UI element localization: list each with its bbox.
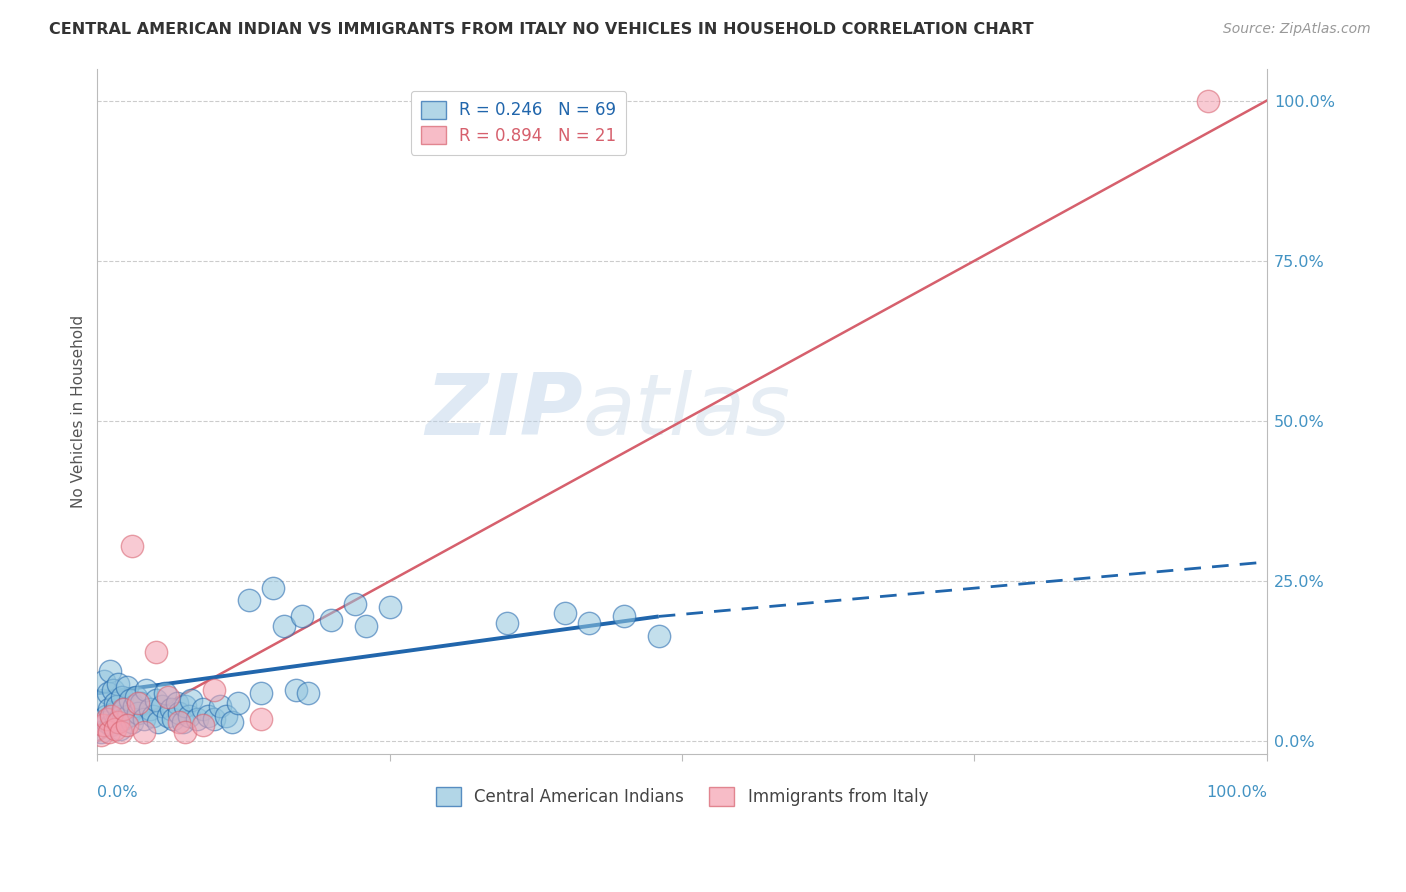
Point <box>378 599 401 614</box>
Point <box>160 702 183 716</box>
Point <box>1197 94 1219 108</box>
Point <box>262 581 284 595</box>
Point <box>111 690 134 704</box>
Point <box>125 690 148 704</box>
Point <box>97 686 120 700</box>
Point <box>180 692 202 706</box>
Point <box>107 715 129 730</box>
Point <box>104 722 127 736</box>
Point <box>145 692 167 706</box>
Point <box>215 708 238 723</box>
Point <box>153 686 176 700</box>
Point <box>321 613 343 627</box>
Point <box>110 724 132 739</box>
Y-axis label: No Vehicles in Household: No Vehicles in Household <box>72 315 86 508</box>
Point <box>297 686 319 700</box>
Point <box>134 724 156 739</box>
Text: ZIP: ZIP <box>425 370 582 453</box>
Point <box>167 715 190 730</box>
Point <box>121 539 143 553</box>
Point <box>135 683 157 698</box>
Point <box>96 715 118 730</box>
Point <box>174 724 197 739</box>
Point <box>105 715 128 730</box>
Point <box>112 702 135 716</box>
Point <box>356 619 378 633</box>
Point <box>167 706 190 720</box>
Point <box>156 708 179 723</box>
Point <box>98 664 121 678</box>
Point <box>96 712 118 726</box>
Point <box>93 673 115 688</box>
Point <box>134 712 156 726</box>
Point <box>343 597 366 611</box>
Point <box>578 615 600 630</box>
Point <box>90 728 112 742</box>
Text: Source: ZipAtlas.com: Source: ZipAtlas.com <box>1223 22 1371 37</box>
Point <box>226 696 249 710</box>
Point <box>120 692 142 706</box>
Point <box>105 699 128 714</box>
Point <box>94 708 117 723</box>
Legend: Central American Indians, Immigrants from Italy: Central American Indians, Immigrants fro… <box>427 779 936 814</box>
Point <box>238 593 260 607</box>
Point <box>202 712 225 726</box>
Point <box>129 696 152 710</box>
Point <box>100 708 122 723</box>
Point <box>112 712 135 726</box>
Text: CENTRAL AMERICAN INDIAN VS IMMIGRANTS FROM ITALY NO VEHICLES IN HOUSEHOLD CORREL: CENTRAL AMERICAN INDIAN VS IMMIGRANTS FR… <box>49 22 1033 37</box>
Point <box>108 722 131 736</box>
Point <box>110 708 132 723</box>
Point <box>142 708 165 723</box>
Text: 100.0%: 100.0% <box>1206 785 1267 800</box>
Point <box>150 699 173 714</box>
Point <box>121 715 143 730</box>
Point <box>117 708 139 723</box>
Point <box>186 712 208 726</box>
Point <box>177 708 200 723</box>
Point <box>221 715 243 730</box>
Point <box>101 683 124 698</box>
Point <box>98 724 121 739</box>
Point <box>115 680 138 694</box>
Point <box>122 699 145 714</box>
Point <box>250 712 273 726</box>
Text: atlas: atlas <box>582 370 790 453</box>
Point <box>554 606 576 620</box>
Point <box>145 645 167 659</box>
Point <box>197 708 219 723</box>
Point <box>127 706 149 720</box>
Point <box>103 706 125 720</box>
Point <box>285 683 308 698</box>
Point <box>647 629 669 643</box>
Point <box>273 619 295 633</box>
Point <box>191 702 214 716</box>
Point <box>112 702 135 716</box>
Point <box>139 702 162 716</box>
Point <box>91 692 114 706</box>
Point <box>146 715 169 730</box>
Point <box>172 715 194 730</box>
Point <box>91 718 114 732</box>
Point <box>90 724 112 739</box>
Point <box>174 699 197 714</box>
Point <box>115 718 138 732</box>
Point <box>191 718 214 732</box>
Point <box>250 686 273 700</box>
Point <box>98 702 121 716</box>
Point <box>162 712 184 726</box>
Point <box>127 696 149 710</box>
Point <box>107 676 129 690</box>
Point <box>495 615 517 630</box>
Point <box>291 609 314 624</box>
Point <box>156 690 179 704</box>
Point <box>104 696 127 710</box>
Point <box>613 609 636 624</box>
Point <box>100 718 122 732</box>
Text: 0.0%: 0.0% <box>97 785 138 800</box>
Point <box>209 699 232 714</box>
Point <box>166 696 188 710</box>
Point <box>202 683 225 698</box>
